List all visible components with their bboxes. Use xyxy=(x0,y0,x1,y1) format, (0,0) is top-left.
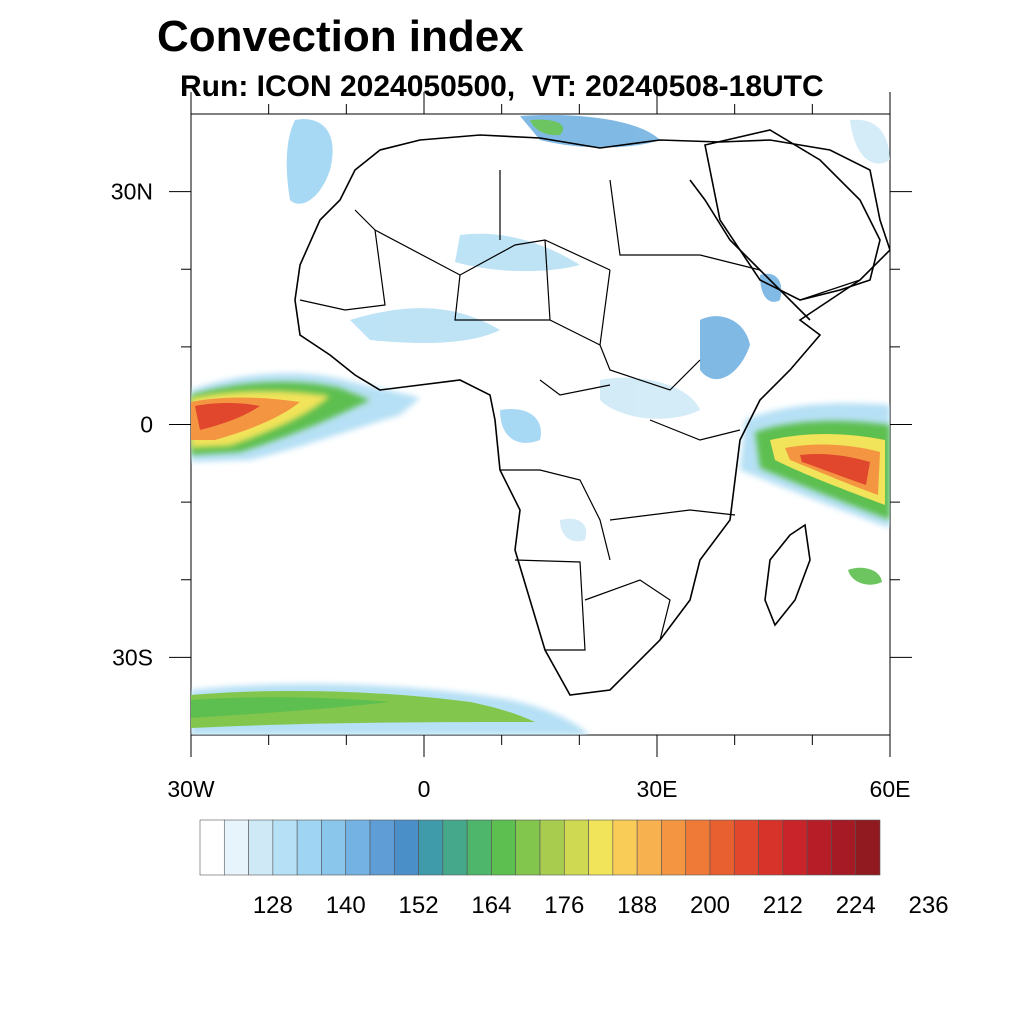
border-segment xyxy=(799,279,861,301)
axis-ticks xyxy=(169,92,912,757)
colorbar-label: 128 xyxy=(253,892,293,919)
colorbar-swatch xyxy=(831,819,857,876)
colorbar-swatch xyxy=(782,819,808,876)
colorbar-label: 152 xyxy=(399,892,439,919)
red-sea-coast xyxy=(689,179,811,321)
colorbar-swatch xyxy=(515,819,541,876)
colorbar-swatch xyxy=(685,819,711,876)
border-segment xyxy=(500,469,611,561)
colorbar-swatch xyxy=(758,819,784,876)
arabia-coastline xyxy=(704,129,881,301)
axis-labels: 30N 0 30S 30W 0 30E 60E xyxy=(111,179,911,802)
colorbar-swatch xyxy=(272,819,298,876)
colorbar-swatch xyxy=(393,819,419,876)
colorbar-label: 176 xyxy=(544,892,584,919)
lon-tick-label: 30W xyxy=(167,776,215,802)
madagascar-coastline xyxy=(764,523,811,627)
colorbar-swatch xyxy=(296,819,322,876)
border-segment xyxy=(649,419,741,441)
colorbar-swatch xyxy=(466,819,492,876)
border-segment xyxy=(599,344,701,391)
colorbar-label: 224 xyxy=(836,892,876,919)
colorbar-label: 188 xyxy=(617,892,657,919)
indian-ocean-convection-band xyxy=(740,403,890,528)
lat-tick-label: 30N xyxy=(111,179,153,205)
colorbar-swatch xyxy=(563,819,589,876)
colorbar-swatch xyxy=(369,819,395,876)
border-segment xyxy=(699,254,761,271)
colorbar-swatch xyxy=(223,819,249,876)
colorbar-swatch xyxy=(442,819,468,876)
colorbar-swatch xyxy=(491,819,517,876)
scattered-convection xyxy=(286,115,890,585)
colorbar-swatch xyxy=(806,819,832,876)
border-segment xyxy=(609,509,736,521)
map-title: Convection index xyxy=(157,12,524,61)
southern-convection-band xyxy=(191,683,590,735)
border-segment xyxy=(609,179,700,256)
atlantic-convection-band xyxy=(191,373,420,462)
colorbar-label: 212 xyxy=(763,892,803,919)
convection-field xyxy=(191,115,890,735)
border-segment xyxy=(299,209,386,311)
colorbar-label: 140 xyxy=(326,892,366,919)
colorbar-label: 164 xyxy=(471,892,511,919)
colorbar-swatch xyxy=(588,819,614,876)
border-segment xyxy=(539,379,611,396)
colorbar-swatch xyxy=(199,819,225,876)
colorbar-swatch xyxy=(345,819,371,876)
coastlines xyxy=(294,129,890,696)
border-segment xyxy=(584,579,671,641)
colorbar-swatch xyxy=(539,819,565,876)
colorbar-swatch xyxy=(855,819,881,876)
map-subtitle: Run: ICON 2024050500, VT: 20240508-18UTC xyxy=(180,70,824,103)
lon-tick-label: 30E xyxy=(637,776,678,802)
africa-coastline xyxy=(294,134,890,696)
lat-tick-label: 0 xyxy=(140,412,153,438)
border-segment xyxy=(374,229,611,276)
colorbar-swatch xyxy=(709,819,735,876)
lon-tick-label: 0 xyxy=(418,776,431,802)
country-borders xyxy=(299,170,861,651)
colorbar-label: 200 xyxy=(690,892,730,919)
lon-tick-label: 60E xyxy=(870,776,911,802)
lat-tick-label: 30S xyxy=(112,644,153,670)
colorbar-swatch xyxy=(418,819,444,876)
colorbar: 128 140 152 164 176 188 200 212 224 236 xyxy=(199,819,949,919)
border-segment xyxy=(544,239,611,346)
colorbar-swatch xyxy=(661,819,687,876)
colorbar-swatch xyxy=(636,819,662,876)
colorbar-swatch xyxy=(321,819,347,876)
border-segment xyxy=(514,559,586,651)
colorbar-label: 236 xyxy=(909,892,949,919)
colorbar-swatch xyxy=(612,819,638,876)
colorbar-swatch xyxy=(733,819,759,876)
colorbar-swatch xyxy=(248,819,274,876)
border-segment xyxy=(454,274,550,321)
